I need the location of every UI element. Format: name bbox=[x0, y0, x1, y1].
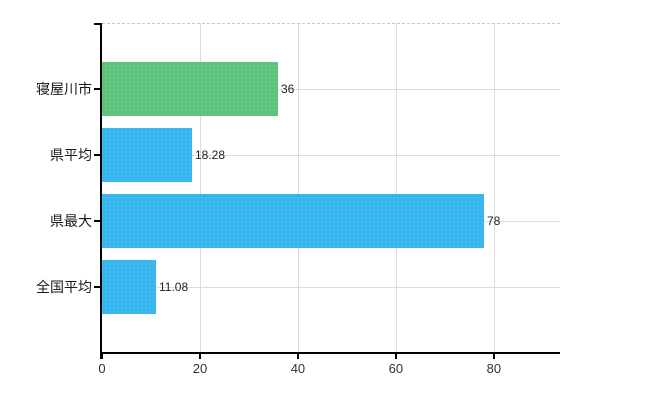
x-axis-tick bbox=[296, 354, 299, 359]
bar-value-label: 36 bbox=[281, 82, 295, 96]
x-axis-tick bbox=[394, 354, 397, 359]
y-axis-tick bbox=[94, 88, 102, 90]
plot-top-border bbox=[102, 23, 560, 24]
x-axis-tick bbox=[492, 354, 495, 359]
y-axis-tick bbox=[94, 154, 102, 156]
bar-県平均 bbox=[102, 128, 192, 182]
x-axis-tick-label: 40 bbox=[290, 361, 306, 376]
horizontal-gridline bbox=[102, 89, 560, 90]
horizontal-gridline bbox=[102, 155, 560, 156]
y-axis-tick bbox=[94, 220, 102, 222]
category-label: 全国平均 bbox=[36, 279, 92, 295]
y-axis bbox=[100, 23, 102, 359]
vertical-gridline bbox=[199, 23, 201, 353]
x-axis-tick-label: 80 bbox=[486, 361, 502, 376]
x-axis-tick-label: 20 bbox=[192, 361, 208, 376]
x-axis bbox=[100, 352, 560, 354]
vertical-gridline bbox=[493, 23, 495, 353]
x-axis-tick-label: 60 bbox=[388, 361, 404, 376]
category-label: 県平均 bbox=[50, 147, 92, 163]
y-axis-top-tick bbox=[94, 23, 102, 25]
category-label: 寝屋川市 bbox=[36, 81, 92, 97]
vertical-gridline bbox=[395, 23, 397, 353]
y-axis-tick bbox=[94, 286, 102, 288]
horizontal-gridline bbox=[102, 287, 560, 288]
x-axis-tick bbox=[101, 354, 103, 359]
bar-県最大 bbox=[102, 194, 484, 248]
bar-全国平均 bbox=[102, 260, 156, 314]
bar-value-label: 11.08 bbox=[159, 280, 189, 294]
x-axis-tick-label: 0 bbox=[98, 361, 106, 376]
bar-寝屋川市 bbox=[102, 62, 278, 116]
bar-value-label: 18.28 bbox=[195, 148, 226, 162]
x-axis-tick bbox=[198, 354, 201, 359]
vertical-gridline bbox=[297, 23, 299, 353]
category-label: 県最大 bbox=[50, 213, 92, 229]
bar-value-label: 78 bbox=[487, 214, 501, 228]
